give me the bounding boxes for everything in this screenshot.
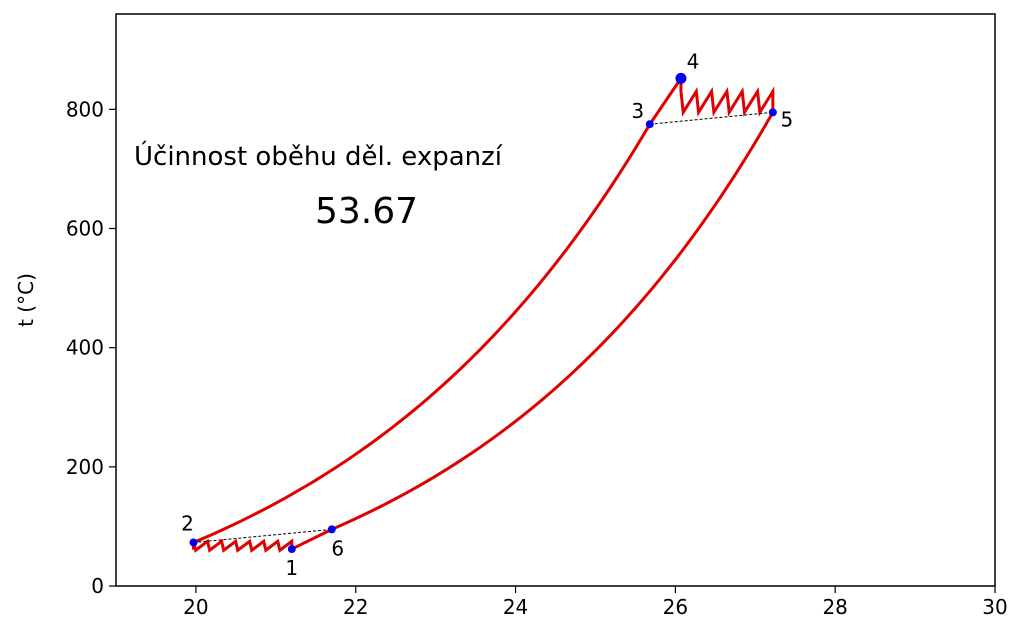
y-tick-label: 200 bbox=[66, 455, 104, 479]
state-point-label-6: 6 bbox=[331, 536, 344, 560]
plot-area bbox=[115, 13, 996, 587]
state-point-4 bbox=[675, 72, 687, 84]
efficiency-title: Účinnost oběhu děl. expanzí bbox=[134, 140, 503, 172]
state-points: 1 2 3 4 5 6 bbox=[181, 49, 793, 580]
y-tick-label: 400 bbox=[66, 336, 104, 360]
expansion-curve bbox=[331, 111, 775, 531]
state-point-3 bbox=[645, 120, 654, 129]
y-tick-label: 0 bbox=[91, 574, 104, 598]
x-tick-label: 26 bbox=[663, 595, 688, 619]
compression-curve bbox=[192, 123, 652, 544]
x-tick-label: 28 bbox=[822, 595, 847, 619]
y-tick-label: 800 bbox=[66, 97, 104, 121]
state-point-1 bbox=[287, 545, 296, 554]
state-point-label-3: 3 bbox=[631, 99, 644, 123]
segment-1-6 bbox=[291, 528, 333, 551]
state-point-label-1: 1 bbox=[285, 556, 298, 580]
x-tick-label: 30 bbox=[982, 595, 1007, 619]
y-axis-label: t (°C) bbox=[14, 273, 38, 327]
state-point-5 bbox=[768, 108, 777, 117]
state-point-label-5: 5 bbox=[780, 107, 793, 131]
low-zigzag bbox=[192, 538, 294, 553]
state-point-label-4: 4 bbox=[687, 49, 700, 73]
dashed-line-3-5 bbox=[649, 111, 773, 125]
state-point-label-2: 2 bbox=[181, 512, 194, 536]
efficiency-value: 53.67 bbox=[315, 191, 418, 232]
high-zigzag bbox=[679, 78, 775, 117]
x-tick-label: 20 bbox=[183, 595, 208, 619]
state-point-2 bbox=[189, 538, 198, 547]
segment-3-4 bbox=[648, 77, 683, 126]
y-tick-label: 600 bbox=[66, 217, 104, 241]
state-point-6 bbox=[327, 525, 336, 534]
x-tick-label: 24 bbox=[503, 595, 528, 619]
x-tick-label: 22 bbox=[343, 595, 368, 619]
cycle-curves bbox=[192, 77, 775, 553]
dashed-line-2-6 bbox=[193, 528, 332, 544]
